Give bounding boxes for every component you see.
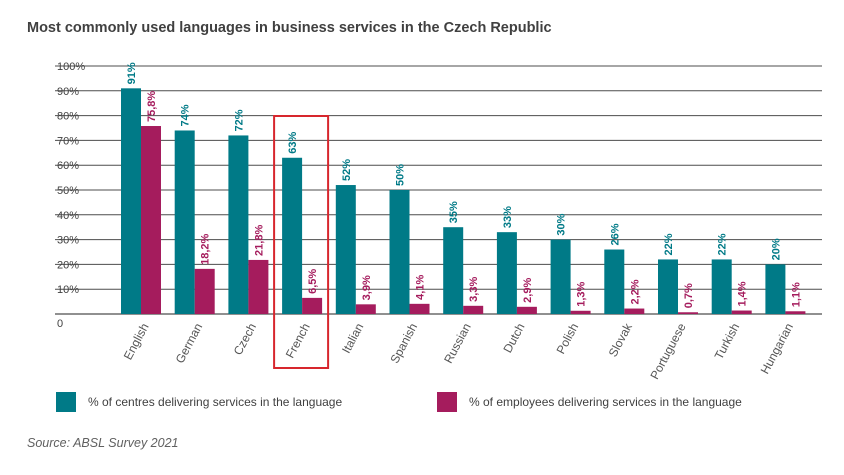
bar-employees-czech [248, 259, 269, 314]
data-label-employees-german: 18,2% [200, 233, 212, 264]
x-tick-label-italian: Italian [339, 321, 366, 356]
bar-centres-slovak [604, 249, 625, 314]
data-label-employees-italian: 3,9% [361, 275, 373, 300]
data-label-employees-russian: 3,3% [468, 277, 480, 302]
y-tick-label: 60% [57, 160, 79, 172]
x-tick-label-turkish: Turkish [712, 321, 743, 362]
data-label-centres-russian: 35% [448, 201, 460, 223]
y-tick-label: 50% [57, 185, 79, 197]
x-tick-label-english: English [121, 321, 152, 362]
data-label-employees-french: 6,5% [307, 269, 319, 294]
legend-label-centres: % of centres delivering services in the … [88, 395, 343, 409]
bars [121, 88, 806, 315]
bar-centres-dutch [496, 232, 517, 314]
bar-centres-english [121, 88, 141, 314]
data-label-centres-polish: 30% [556, 213, 568, 235]
data-label-employees-spanish: 4,1% [415, 275, 427, 300]
x-tick-label-czech: Czech [231, 321, 259, 358]
highlight [273, 115, 330, 369]
y-tick-label: 100% [57, 61, 85, 73]
legend-swatch-employees [437, 392, 457, 412]
data-label-centres-czech: 72% [233, 109, 245, 131]
y-tick-label: 0 [57, 318, 63, 330]
bar-centres-italian [335, 185, 356, 314]
bar-employees-turkish [731, 310, 752, 314]
x-tick-label-slovak: Slovak [606, 320, 636, 359]
data-label-centres-turkish: 22% [717, 233, 729, 255]
bar-centres-turkish [711, 259, 732, 314]
legend-item-employees: % of employees delivering services in th… [437, 392, 742, 412]
data-labels: 91% 75,8% 74% 18,2% 72% 21,8% 63% 6,5% 52% 3,9% 50… [126, 62, 802, 308]
y-tick-label: 80% [57, 111, 79, 123]
data-label-centres-slovak: 26% [609, 223, 621, 245]
x-tick-label-french: French [283, 321, 313, 361]
bar-employees-italian [355, 304, 376, 314]
data-label-centres-portuguese: 22% [663, 233, 675, 255]
legend-swatch-centres [56, 392, 76, 412]
legend-item-centres: % of centres delivering services in the … [56, 392, 342, 412]
legend: % of centres delivering services in the … [0, 392, 844, 418]
x-tick-label-german: German [173, 321, 206, 366]
legend-label-employees: % of employees delivering services in th… [469, 395, 742, 409]
x-tick-label-polish: Polish [554, 321, 582, 356]
data-label-employees-czech: 21,8% [253, 225, 265, 256]
x-tick-label-portuguese: Portuguese [647, 321, 688, 382]
source-note: Source: ABSL Survey 2021 [27, 436, 179, 450]
data-label-employees-english: 75,8% [146, 91, 158, 122]
bar-employees-hungarian [785, 311, 806, 314]
bar-centres-portuguese [658, 259, 678, 314]
data-label-centres-hungarian: 20% [770, 238, 782, 260]
bar-employees-french [302, 297, 323, 314]
y-tick-label: 20% [57, 259, 79, 271]
bar-employees-slovak [624, 308, 645, 314]
data-label-centres-dutch: 33% [502, 206, 514, 228]
bar-centres-czech [228, 135, 249, 314]
bar-centres-hungarian [765, 264, 786, 314]
bar-centres-russian [443, 227, 464, 314]
bar-employees-russian [463, 305, 484, 314]
bar-centres-german [174, 130, 195, 314]
highlight-box-french [273, 115, 330, 369]
y-axis-ticks: 0 10% 20% 30% 40% 50% 60% 70% 80% 90% 100% [57, 61, 85, 330]
bar-chart: 0 10% 20% 30% 40% 50% 60% 70% 80% 90% 100% 91% 75,8… [55, 61, 822, 382]
x-tick-label-dutch: Dutch [500, 321, 527, 355]
bar-centres-french [282, 157, 303, 314]
data-label-centres-english: 91% [126, 62, 138, 84]
y-tick-label: 10% [57, 284, 79, 296]
data-label-employees-dutch: 2,9% [522, 278, 534, 303]
chart-title: Most commonly used languages in business… [27, 20, 552, 36]
x-axis-ticks: English German Czech French Italian Spanish Ru… [121, 320, 796, 382]
data-label-centres-italian: 52% [341, 159, 353, 181]
x-tick-label-spanish: Spanish [387, 321, 420, 366]
x-tick-label-russian: Russian [441, 321, 474, 366]
data-label-employees-polish: 1,3% [576, 281, 588, 306]
y-tick-label: 30% [57, 235, 79, 247]
data-label-centres-french: 63% [287, 132, 299, 154]
bar-centres-polish [550, 239, 571, 314]
bar-employees-polish [570, 310, 591, 314]
y-tick-label: 70% [57, 135, 79, 147]
data-label-employees-portuguese: 0,7% [683, 283, 695, 308]
bar-employees-english [141, 126, 161, 315]
bar-centres-spanish [389, 190, 410, 314]
data-label-centres-spanish: 50% [395, 164, 407, 186]
bar-employees-portuguese [678, 312, 698, 314]
bar-employees-dutch [516, 306, 537, 314]
data-label-centres-german: 74% [180, 104, 192, 126]
x-tick-label-hungarian: Hungarian [758, 321, 796, 376]
data-label-employees-turkish: 1,4% [737, 281, 749, 306]
bar-employees-spanish [409, 303, 430, 314]
data-label-employees-slovak: 2,2% [629, 279, 641, 304]
y-tick-label: 90% [57, 86, 79, 98]
grid-lines [55, 65, 822, 315]
data-label-employees-hungarian: 1,1% [790, 282, 802, 307]
y-tick-label: 40% [57, 210, 79, 222]
bar-employees-german [194, 268, 215, 314]
